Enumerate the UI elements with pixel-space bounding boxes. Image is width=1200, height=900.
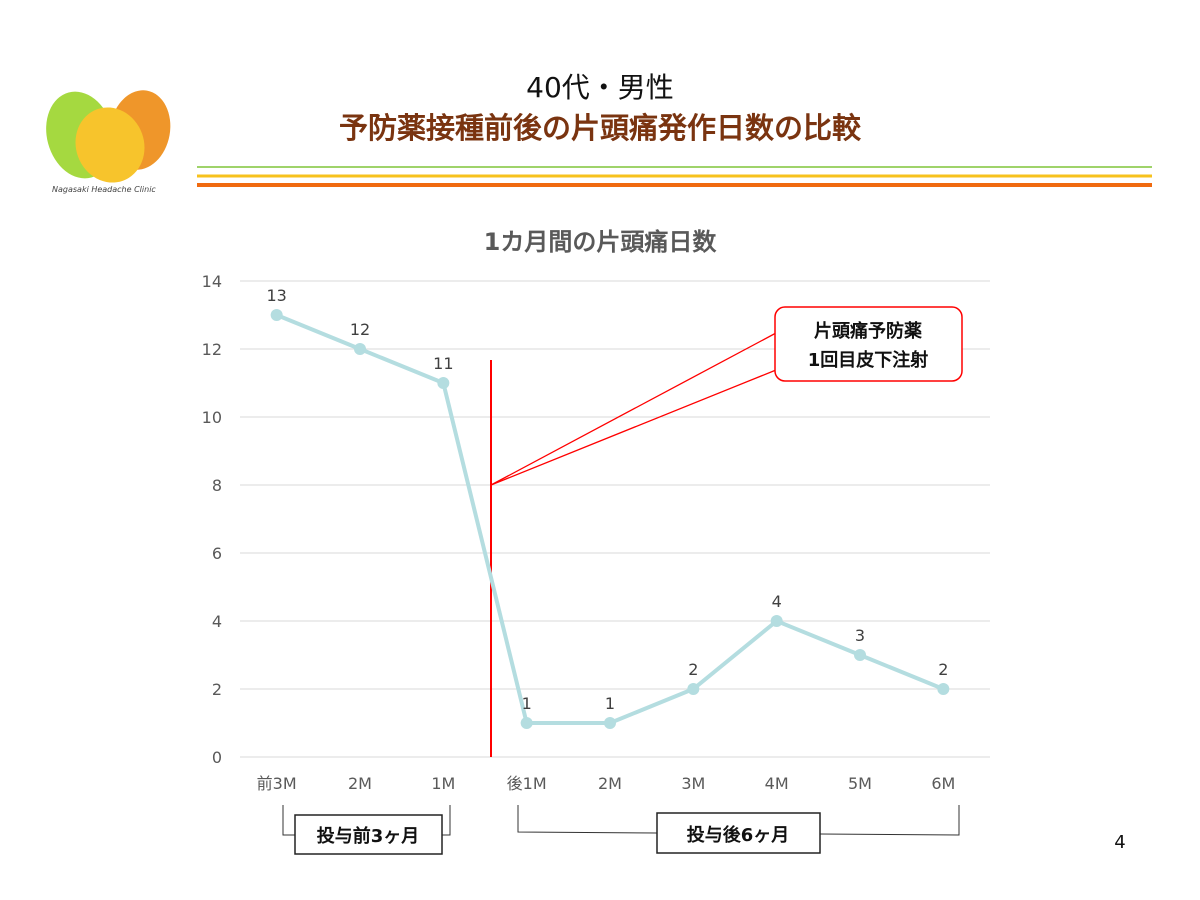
data-label: 2 (688, 660, 698, 679)
slide-subtitle: 40代・男性 (526, 71, 674, 104)
bracket-after-left (517, 805, 659, 834)
group-label-before: 投与前3ヶ月 (317, 825, 420, 847)
x-tick-label: 4M (765, 774, 789, 793)
data-point (270, 309, 283, 321)
y-tick-label: 6 (212, 544, 222, 563)
x-tick-label: 後1M (507, 774, 547, 793)
data-point (354, 343, 366, 355)
x-tick-label: 前3M (257, 774, 297, 793)
x-tick-label: 6M (931, 774, 955, 793)
data-point (687, 683, 700, 695)
group-box-before (294, 814, 443, 855)
callout-box (774, 306, 963, 382)
y-tick-label: 10 (202, 408, 222, 427)
data-label: 12 (350, 320, 370, 339)
y-tick-label: 8 (212, 476, 222, 495)
logo-text: Nagasaki Headache Clinic (52, 185, 156, 194)
page-number: 4 (1114, 832, 1125, 853)
slide-title: 予防薬接種前後の片頭痛発作日数の比較 (339, 111, 862, 145)
callout-line1: 片頭痛予防薬 (814, 320, 922, 342)
callout-line2: 1回目皮下注射 (808, 349, 929, 371)
data-label: 1 (522, 694, 532, 713)
y-tick-label: 0 (212, 748, 222, 767)
y-tick-label: 14 (202, 272, 222, 291)
y-tick-label: 2 (212, 680, 222, 699)
clinic-logo: Nagasaki Headache Clinic (46, 90, 171, 194)
bracket-before-left (282, 805, 296, 836)
y-tick-label: 12 (202, 340, 222, 359)
x-tick-label: 1M (431, 774, 455, 793)
x-tick-label: 3M (681, 774, 705, 793)
data-label: 11 (433, 354, 453, 373)
y-tick-label: 4 (212, 612, 222, 631)
data-point (437, 377, 450, 389)
bracket-before-right (440, 805, 451, 836)
group-box-after (656, 812, 821, 854)
data-point (854, 649, 866, 661)
data-label: 2 (938, 660, 948, 679)
data-point (770, 615, 783, 627)
data-label: 4 (772, 592, 782, 611)
callout-pointer-upper (490, 332, 777, 486)
x-tick-label: 2M (598, 774, 622, 793)
data-label: 1 (605, 694, 615, 713)
x-tick-label: 2M (348, 774, 372, 793)
data-point (520, 717, 533, 729)
x-tick-label: 5M (848, 774, 872, 793)
callout-pointer-lower (490, 369, 777, 486)
chart-title: 1カ月間の片頭痛日数 (484, 228, 718, 256)
data-label: 13 (266, 286, 286, 305)
data-point (937, 683, 950, 695)
data-label: 3 (855, 626, 865, 645)
data-point (604, 717, 616, 729)
group-label-after: 投与後6ヶ月 (687, 824, 790, 846)
bracket-after-right (819, 805, 960, 836)
